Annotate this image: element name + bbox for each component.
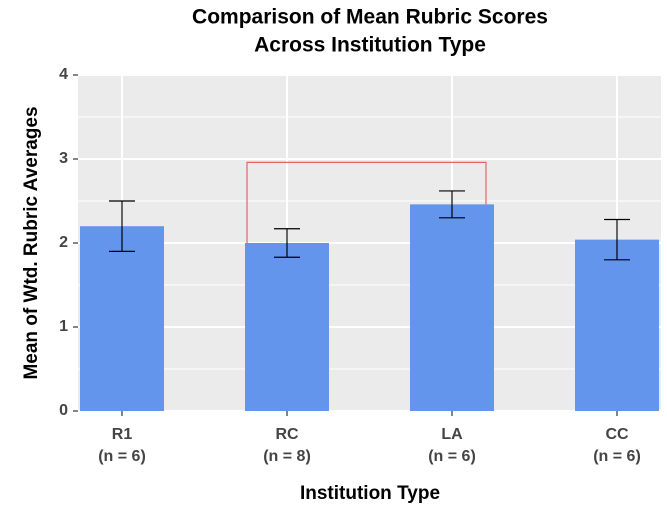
bar — [245, 243, 329, 411]
x-tick-label: R1 — [112, 426, 133, 443]
error-bar — [604, 218, 630, 261]
chart-title: Comparison of Mean Rubric Scores — [192, 6, 548, 29]
y-tick-label: 0 — [59, 402, 68, 419]
y-axis-title: Mean of Wtd. Rubric Averages — [21, 106, 42, 379]
x-tick-sublabel: (n = 6) — [428, 448, 476, 465]
y-tick-label: 2 — [59, 234, 68, 251]
significance-bracket — [246, 161, 487, 243]
x-tick-sublabel: (n = 8) — [263, 448, 311, 465]
y-tick-label: 3 — [59, 150, 68, 167]
chart-title: Across Institution Type — [254, 34, 486, 57]
x-tick-label: RC — [275, 426, 299, 443]
x-tick-label: CC — [605, 426, 629, 443]
error-bar — [439, 190, 465, 219]
y-tick-label: 4 — [59, 66, 68, 83]
x-axis-title: Institution Type — [300, 483, 440, 504]
bar — [575, 239, 659, 411]
bar — [80, 226, 164, 411]
x-tick-sublabel: (n = 6) — [98, 448, 146, 465]
x-tick-sublabel: (n = 6) — [593, 448, 641, 465]
bar — [410, 204, 494, 411]
error-bar — [109, 200, 135, 252]
y-tick-label: 1 — [59, 318, 68, 335]
x-tick-label: LA — [441, 426, 463, 443]
error-bar — [274, 228, 300, 258]
